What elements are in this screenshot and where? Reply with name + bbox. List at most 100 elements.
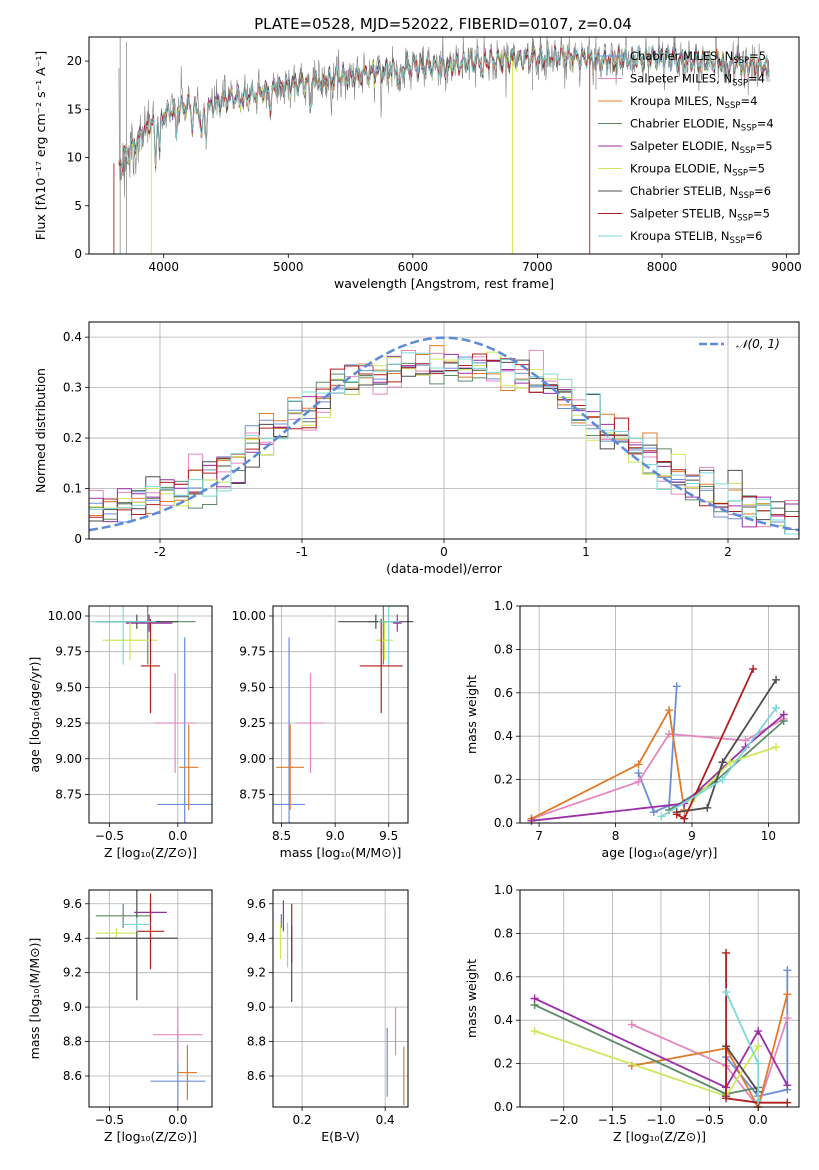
y-tick-label: 10.00: [48, 609, 82, 623]
weight-marker: [718, 775, 727, 784]
legend-entry: 𝒩(0, 1): [736, 337, 780, 351]
errorbar-point-3: [276, 724, 305, 811]
histogram-plot-area: [89, 336, 799, 535]
weight-line-5: [527, 710, 788, 825]
weight-line-path: [531, 707, 686, 820]
x-axis-label: Z [log₁₀(Z/Z⊙)]: [104, 1129, 197, 1144]
x-tick-label: 8000: [647, 260, 678, 274]
figure-title: PLATE=0528, MJD=52022, FIBERID=0107, z=0…: [254, 15, 632, 33]
spectrum-panel: Chabrier MILES, NSSP=5 Salpeter MILES, NS…: [33, 36, 802, 291]
weight-line-7: [672, 675, 781, 817]
histogram-series-6: [89, 351, 799, 535]
y-axis-label: Normed distribution: [33, 368, 48, 493]
histogram-series-9: [89, 352, 799, 535]
x-tick-label: 0: [440, 545, 448, 559]
y-tick-label: 15: [67, 102, 82, 116]
axes-frame: [88, 889, 213, 1108]
legend-entry: Kroupa ELODIE, NSSP=5: [630, 162, 765, 179]
y-tick-label: 0.3: [63, 381, 82, 395]
y-tick-label: 9.6: [63, 897, 82, 911]
x-tick-label: -1: [296, 545, 308, 559]
axes-frame: [272, 889, 409, 1108]
y-tick-label: 0: [74, 247, 82, 261]
x-tick-label: 8.5: [272, 829, 291, 843]
y-tick-label: 9.25: [55, 716, 82, 730]
x-tick-label: −0.5: [95, 1113, 124, 1127]
y-axis-label: mass weight: [464, 675, 479, 754]
x-tick-label: −1.5: [598, 1113, 627, 1127]
x-tick-label: 7: [535, 829, 543, 843]
y-tick-label: 9.0: [247, 1000, 266, 1014]
errorbar-point-1: [157, 637, 212, 823]
weight-line-1: [634, 682, 681, 817]
x-axis-label: Z [log₁₀(Z/Z⊙)]: [613, 1129, 706, 1144]
y-tick-label: 0.0: [494, 816, 513, 830]
errorbar-point-8: [359, 618, 403, 714]
legend-entry: Kroupa STELIB, NSSP=6: [630, 229, 762, 246]
weight-marker: [722, 1094, 731, 1103]
y-tick-label: 8.6: [63, 1069, 82, 1083]
errorbar-point-5: [393, 614, 402, 632]
y-tick-label: 9.2: [247, 966, 266, 980]
weight-marker: [672, 810, 681, 819]
errorbar-point-6: [95, 927, 137, 939]
errorbar-point-7: [338, 614, 414, 629]
weight-line-path: [531, 718, 785, 820]
weight-line-path: [631, 1017, 789, 1109]
x-tick-label: 0.4: [376, 1113, 395, 1127]
x-tick-label: 2: [724, 545, 732, 559]
histogram-series-7: [89, 359, 799, 535]
weight-marker: [634, 769, 643, 778]
x-tick-label: 9000: [771, 260, 802, 274]
axes-frame: [88, 36, 800, 255]
x-tick-label: 6000: [398, 260, 429, 274]
weight-marker: [783, 990, 792, 999]
y-tick-label: 0.1: [63, 482, 82, 496]
errorbar-point-2: [154, 673, 196, 774]
legend-entry: Salpeter MILES, NSSP=4: [630, 72, 765, 89]
errorbar-point-5: [125, 614, 173, 632]
errorbar-point-4: [99, 606, 196, 665]
legend-entry: Salpeter STELIB, NSSP=5: [630, 207, 770, 224]
y-tick-label: 0.2: [494, 773, 513, 787]
weight-marker: [783, 966, 792, 975]
x-tick-label: 1: [582, 545, 590, 559]
x-tick-label: 4000: [148, 260, 179, 274]
weight-marker: [665, 730, 674, 739]
axes-frame: [519, 605, 800, 824]
weight-marker: [726, 758, 735, 767]
legend-entry: Salpeter ELODIE, NSSP=5: [630, 139, 773, 156]
y-tick-label: 8.75: [239, 787, 266, 801]
y-tick-label: 9.2: [63, 966, 82, 980]
x-tick-label: −0.5: [95, 829, 124, 843]
y-tick-label: 5: [74, 199, 82, 213]
y-tick-label: 0.8: [494, 926, 513, 940]
x-tick-label: 0.2: [293, 1113, 312, 1127]
y-tick-label: 9.4: [63, 931, 82, 945]
y-tick-label: 8.8: [63, 1035, 82, 1049]
residual-histogram-panel: 𝒩(0, 1) -2 -1 0 1 2 0 0.1 0.2 0.3 0.4 (data-model)/…: [33, 321, 800, 576]
weight-marker: [749, 664, 758, 673]
errorbar-point-7: [95, 890, 178, 1001]
weight-marker: [680, 814, 689, 823]
axes-frame: [519, 889, 800, 1108]
weight-line-path: [631, 993, 789, 1110]
y-tick-label: 9.6: [247, 897, 266, 911]
x-tick-label: −2.0: [549, 1113, 578, 1127]
weight-marker: [718, 758, 727, 767]
weight-marker: [783, 1081, 792, 1090]
weight-vs-age-panel: 7 8 9 10 0.0 0.2 0.4 0.6 0.8 1.0 age [log₁₀(age/yr…: [464, 599, 800, 860]
x-tick-label: 0.0: [168, 829, 187, 843]
weight-marker: [657, 812, 666, 821]
x-axis-label: (data-model)/error: [386, 561, 503, 576]
x-tick-label: −1.0: [646, 1113, 675, 1127]
y-tick-label: 8.75: [55, 787, 82, 801]
weight-marker: [783, 1098, 792, 1107]
errorbar-point-8: [140, 618, 161, 714]
weight-marker: [722, 987, 731, 996]
y-tick-label: 20: [67, 54, 82, 68]
weight-marker: [530, 1027, 539, 1036]
y-tick-label: 0.0: [494, 1100, 513, 1114]
y-tick-label: 0.4: [63, 330, 82, 344]
